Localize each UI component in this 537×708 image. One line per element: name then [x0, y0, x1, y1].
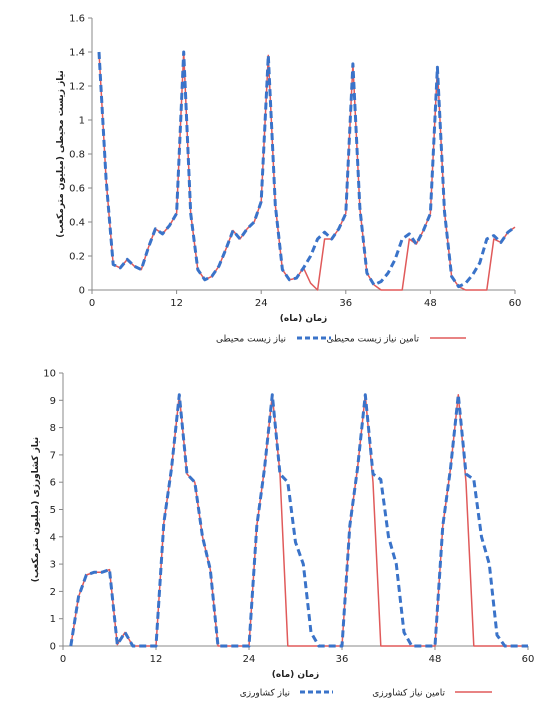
y-tick-label: 5: [50, 505, 56, 516]
y-axis-title: نیاز کشاورزی (میلیون مترمکعب): [31, 437, 41, 582]
series-line-1: [70, 394, 528, 647]
environmental-demand-chart: 0 0.2 0.4 0.6 0.8 1 1.2 1.4 1.6 0 12 24 36 48 60 زمان (…: [56, 14, 521, 345]
legend-label-0: نیاز کشاورزی: [240, 689, 290, 699]
x-axis-title: زمان (ماه): [272, 670, 319, 680]
x-tick-label: 0: [89, 298, 95, 309]
y-tick-label: 0.8: [69, 150, 85, 161]
y-tick-label: 7: [50, 450, 56, 461]
y-tick-label: 0: [79, 286, 85, 297]
y-tick-label: 1.2: [69, 82, 85, 93]
x-tick-label: 60: [509, 298, 522, 309]
y-tick-label: 1: [79, 116, 85, 127]
series-line-1: [98, 51, 516, 291]
y-tick-label: 8: [50, 423, 56, 434]
legend-label-1: تامین نیاز زیست محیطی: [327, 335, 420, 345]
x-tick-label: 24: [243, 654, 256, 665]
x-axis-title: زمان (ماه): [280, 314, 327, 324]
x-tick-label: 60: [522, 654, 535, 665]
x-tick-label: 48: [424, 298, 437, 309]
y-axis-title: نیاز زیست محیطی (میلیون مترمکعب): [56, 70, 66, 237]
x-tick-label: 0: [60, 654, 66, 665]
legend-label-1: تامین نیاز کشاورزی: [372, 689, 445, 699]
y-tick-label: 6: [50, 478, 56, 489]
y-tick-label: 0.4: [69, 218, 85, 229]
legend-label-0: نیاز زیست محیطی: [216, 335, 286, 345]
y-tick-label: 9: [50, 396, 56, 407]
y-tick-label: 1: [50, 614, 56, 625]
y-tick-label: 1.4: [69, 48, 85, 59]
series-line-0: [97, 50, 516, 289]
x-tick-label: 24: [255, 298, 268, 309]
y-tick-label: 0: [50, 642, 56, 653]
y-tick-label: 2: [50, 587, 56, 598]
y-tick-label: 1.6: [69, 14, 85, 25]
x-tick-label: 36: [336, 654, 349, 665]
x-tick-label: 12: [150, 654, 163, 665]
y-tick-label: 4: [50, 532, 56, 543]
y-tick-label: 10: [43, 369, 56, 380]
x-tick-label: 48: [429, 654, 442, 665]
y-tick-label: 3: [50, 560, 56, 571]
series-line-0: [69, 393, 528, 648]
x-tick-label: 12: [170, 298, 183, 309]
y-tick-label: 0.2: [69, 252, 85, 263]
x-tick-label: 36: [339, 298, 352, 309]
y-tick-label: 0.6: [69, 184, 85, 195]
